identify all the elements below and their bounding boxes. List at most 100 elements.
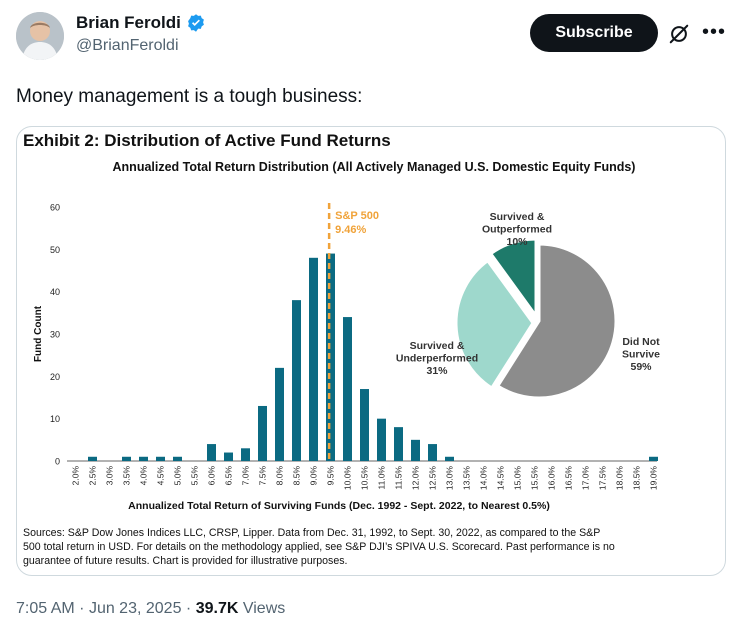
histogram-bar — [139, 456, 148, 461]
pie-slice-label: 10% — [506, 236, 528, 248]
x-tick-label: 19.0% — [649, 466, 659, 491]
x-tick-label: 5.5% — [190, 466, 200, 486]
y-tick-label: 20 — [50, 372, 60, 382]
tweet-time[interactable]: 7:05 AM — [16, 600, 75, 617]
x-tick-label: 8.5% — [292, 466, 302, 486]
author-handle[interactable]: @BrianFeroldi — [76, 37, 179, 54]
pie-slice — [495, 242, 618, 400]
histogram-bar — [343, 317, 352, 461]
x-tick-label: 5.0% — [173, 466, 183, 486]
histogram-bar — [411, 439, 420, 461]
exhibit-figure: Exhibit 2: Distribution of Active Fund R… — [23, 131, 660, 567]
chart-title: Annualized Total Return Distribution (Al… — [113, 160, 636, 174]
x-tick-label: 14.5% — [496, 466, 506, 491]
histogram-bar — [445, 456, 454, 461]
x-tick-label: 15.5% — [530, 466, 540, 491]
pie-slice-label: Did Not — [622, 336, 660, 348]
histogram-bar — [173, 456, 182, 461]
y-tick-label: 0 — [55, 457, 60, 467]
histogram-bar — [122, 456, 131, 461]
x-tick-label: 13.5% — [462, 466, 472, 491]
views-count: 39.7K — [195, 600, 239, 617]
x-tick-label: 7.5% — [258, 466, 268, 486]
histogram-bar — [428, 444, 437, 461]
pie-slice-label: Outperformed — [482, 224, 552, 236]
histogram-bar — [207, 444, 216, 461]
pie-slice-label: Survive — [622, 349, 660, 361]
avatar-image — [16, 12, 64, 60]
x-tick-label: 4.0% — [139, 466, 149, 486]
x-tick-label: 14.0% — [479, 466, 489, 491]
sources-note: guarantee of future results. Chart is pr… — [23, 555, 347, 567]
x-tick-label: 16.0% — [547, 466, 557, 491]
pie-slice-label: Survived & — [490, 211, 545, 223]
histogram-bar — [309, 257, 318, 461]
histogram-bar — [326, 253, 335, 461]
author-row: Brian Feroldi — [76, 13, 206, 33]
x-tick-label: 12.0% — [411, 466, 421, 491]
tweet-media-image[interactable]: Exhibit 2: Distribution of Active Fund R… — [16, 126, 726, 576]
x-axis-label: Annualized Total Return of Surviving Fun… — [128, 500, 550, 512]
x-tick-label: 7.0% — [241, 466, 251, 486]
y-tick-label: 60 — [50, 203, 60, 213]
x-tick-label: 8.0% — [275, 466, 285, 486]
x-tick-label: 9.0% — [309, 466, 319, 486]
histogram-bar — [377, 418, 386, 461]
x-tick-label: 17.0% — [581, 466, 591, 491]
tweet-date[interactable]: Jun 23, 2025 — [88, 600, 182, 617]
pie-slice-label: Survived & — [410, 340, 465, 352]
y-tick-label: 10 — [50, 414, 60, 424]
grok-icon[interactable] — [668, 23, 690, 45]
x-tick-label: 4.5% — [156, 466, 166, 486]
histogram-bar — [394, 427, 403, 461]
more-options-icon[interactable]: ••• — [702, 21, 727, 43]
x-tick-label: 3.0% — [105, 466, 115, 486]
sources-note: 500 total return in USD. For details on … — [23, 541, 615, 553]
x-tick-label: 9.5% — [326, 466, 336, 486]
pie-slice — [454, 258, 535, 391]
pie-slice-label: 31% — [426, 365, 448, 377]
y-tick-label: 40 — [50, 287, 60, 297]
pie-slice-label: 59% — [630, 361, 652, 373]
x-tick-label: 12.5% — [428, 466, 438, 491]
x-tick-label: 15.0% — [513, 466, 523, 491]
x-tick-label: 2.0% — [71, 466, 81, 486]
x-tick-label: 18.5% — [632, 466, 642, 491]
exhibit-heading: Exhibit 2: Distribution of Active Fund R… — [23, 131, 391, 150]
histogram-bar — [275, 367, 284, 461]
verified-badge-icon — [187, 14, 204, 32]
histogram-bar — [360, 389, 369, 461]
pie-slice — [488, 237, 538, 321]
x-tick-label: 10.0% — [343, 466, 353, 491]
author-name[interactable]: Brian Feroldi — [76, 13, 181, 32]
histogram-bar — [88, 456, 97, 461]
y-tick-label: 50 — [50, 245, 60, 255]
sp500-label: S&P 500 — [335, 210, 379, 222]
x-tick-label: 3.5% — [122, 466, 132, 486]
histogram-bar — [224, 452, 233, 461]
histogram-bar — [156, 456, 165, 461]
sources-note: Sources: S&P Dow Jones Indices LLC, CRSP… — [23, 527, 600, 539]
x-tick-label: 11.0% — [377, 466, 387, 490]
x-tick-label: 18.0% — [615, 466, 625, 491]
tweet-text: Money management is a tough business: — [16, 86, 363, 107]
histogram-bar — [292, 300, 301, 461]
meta-separator: · — [79, 600, 85, 617]
subscribe-button[interactable]: Subscribe — [530, 14, 658, 52]
histogram-bar — [258, 405, 267, 461]
y-axis-label: Fund Count — [33, 305, 44, 362]
x-tick-label: 17.5% — [598, 466, 608, 491]
x-tick-label: 16.5% — [564, 466, 574, 491]
x-tick-label: 2.5% — [88, 466, 98, 486]
tweet-meta: 7:05 AM · Jun 23, 2025 · 39.7K Views — [16, 600, 285, 618]
pie-slice-label: Underperformed — [396, 353, 478, 365]
views-label: Views — [242, 600, 286, 617]
histogram-bar — [649, 456, 658, 461]
avatar[interactable] — [16, 12, 64, 60]
histogram-bar — [241, 448, 250, 461]
x-tick-label: 10.5% — [360, 466, 370, 491]
x-tick-label: 13.0% — [445, 466, 455, 491]
sp500-value-label: 9.46% — [335, 224, 366, 236]
y-tick-label: 30 — [50, 330, 60, 340]
x-tick-label: 11.5% — [394, 466, 404, 490]
